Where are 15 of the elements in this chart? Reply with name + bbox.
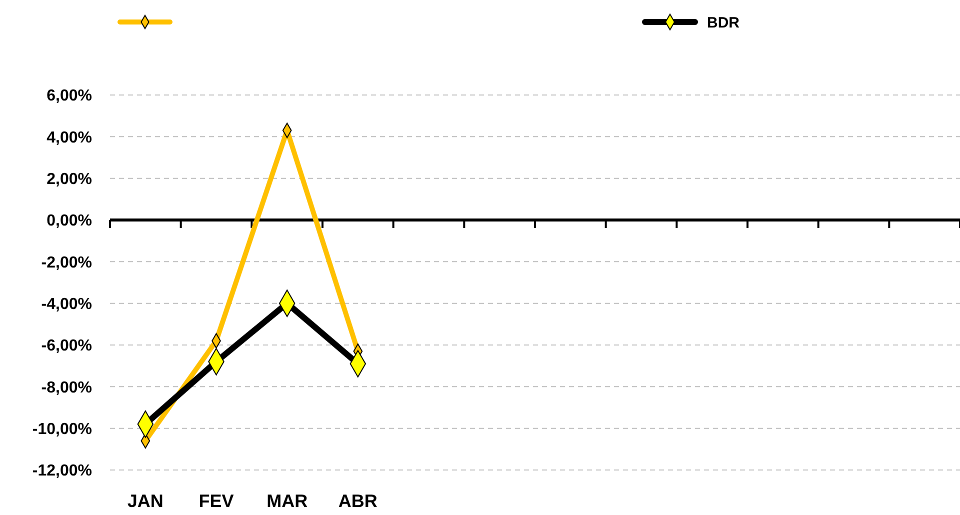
- y-tick-label: 4,00%: [46, 129, 92, 146]
- y-tick-label: -10,00%: [32, 420, 92, 438]
- y-tick-label: -4,00%: [41, 296, 92, 313]
- y-tick-label: -8,00%: [41, 379, 92, 396]
- y-tick-label: -12,00%: [32, 462, 92, 480]
- y-tick-label: 0,00%: [46, 212, 92, 230]
- y-tick-label: 6,00%: [46, 88, 92, 105]
- x-tick-label: MAR: [266, 491, 308, 511]
- y-tick-label: 2,00%: [46, 170, 92, 188]
- x-tick-label: JAN: [127, 491, 164, 511]
- x-tick-label: FEV: [198, 491, 234, 511]
- y-tick-label: -2,00%: [41, 254, 92, 272]
- legend-label: BDR: [707, 14, 740, 32]
- y-tick-label: -6,00%: [41, 338, 92, 355]
- x-tick-label: ABR: [338, 491, 378, 511]
